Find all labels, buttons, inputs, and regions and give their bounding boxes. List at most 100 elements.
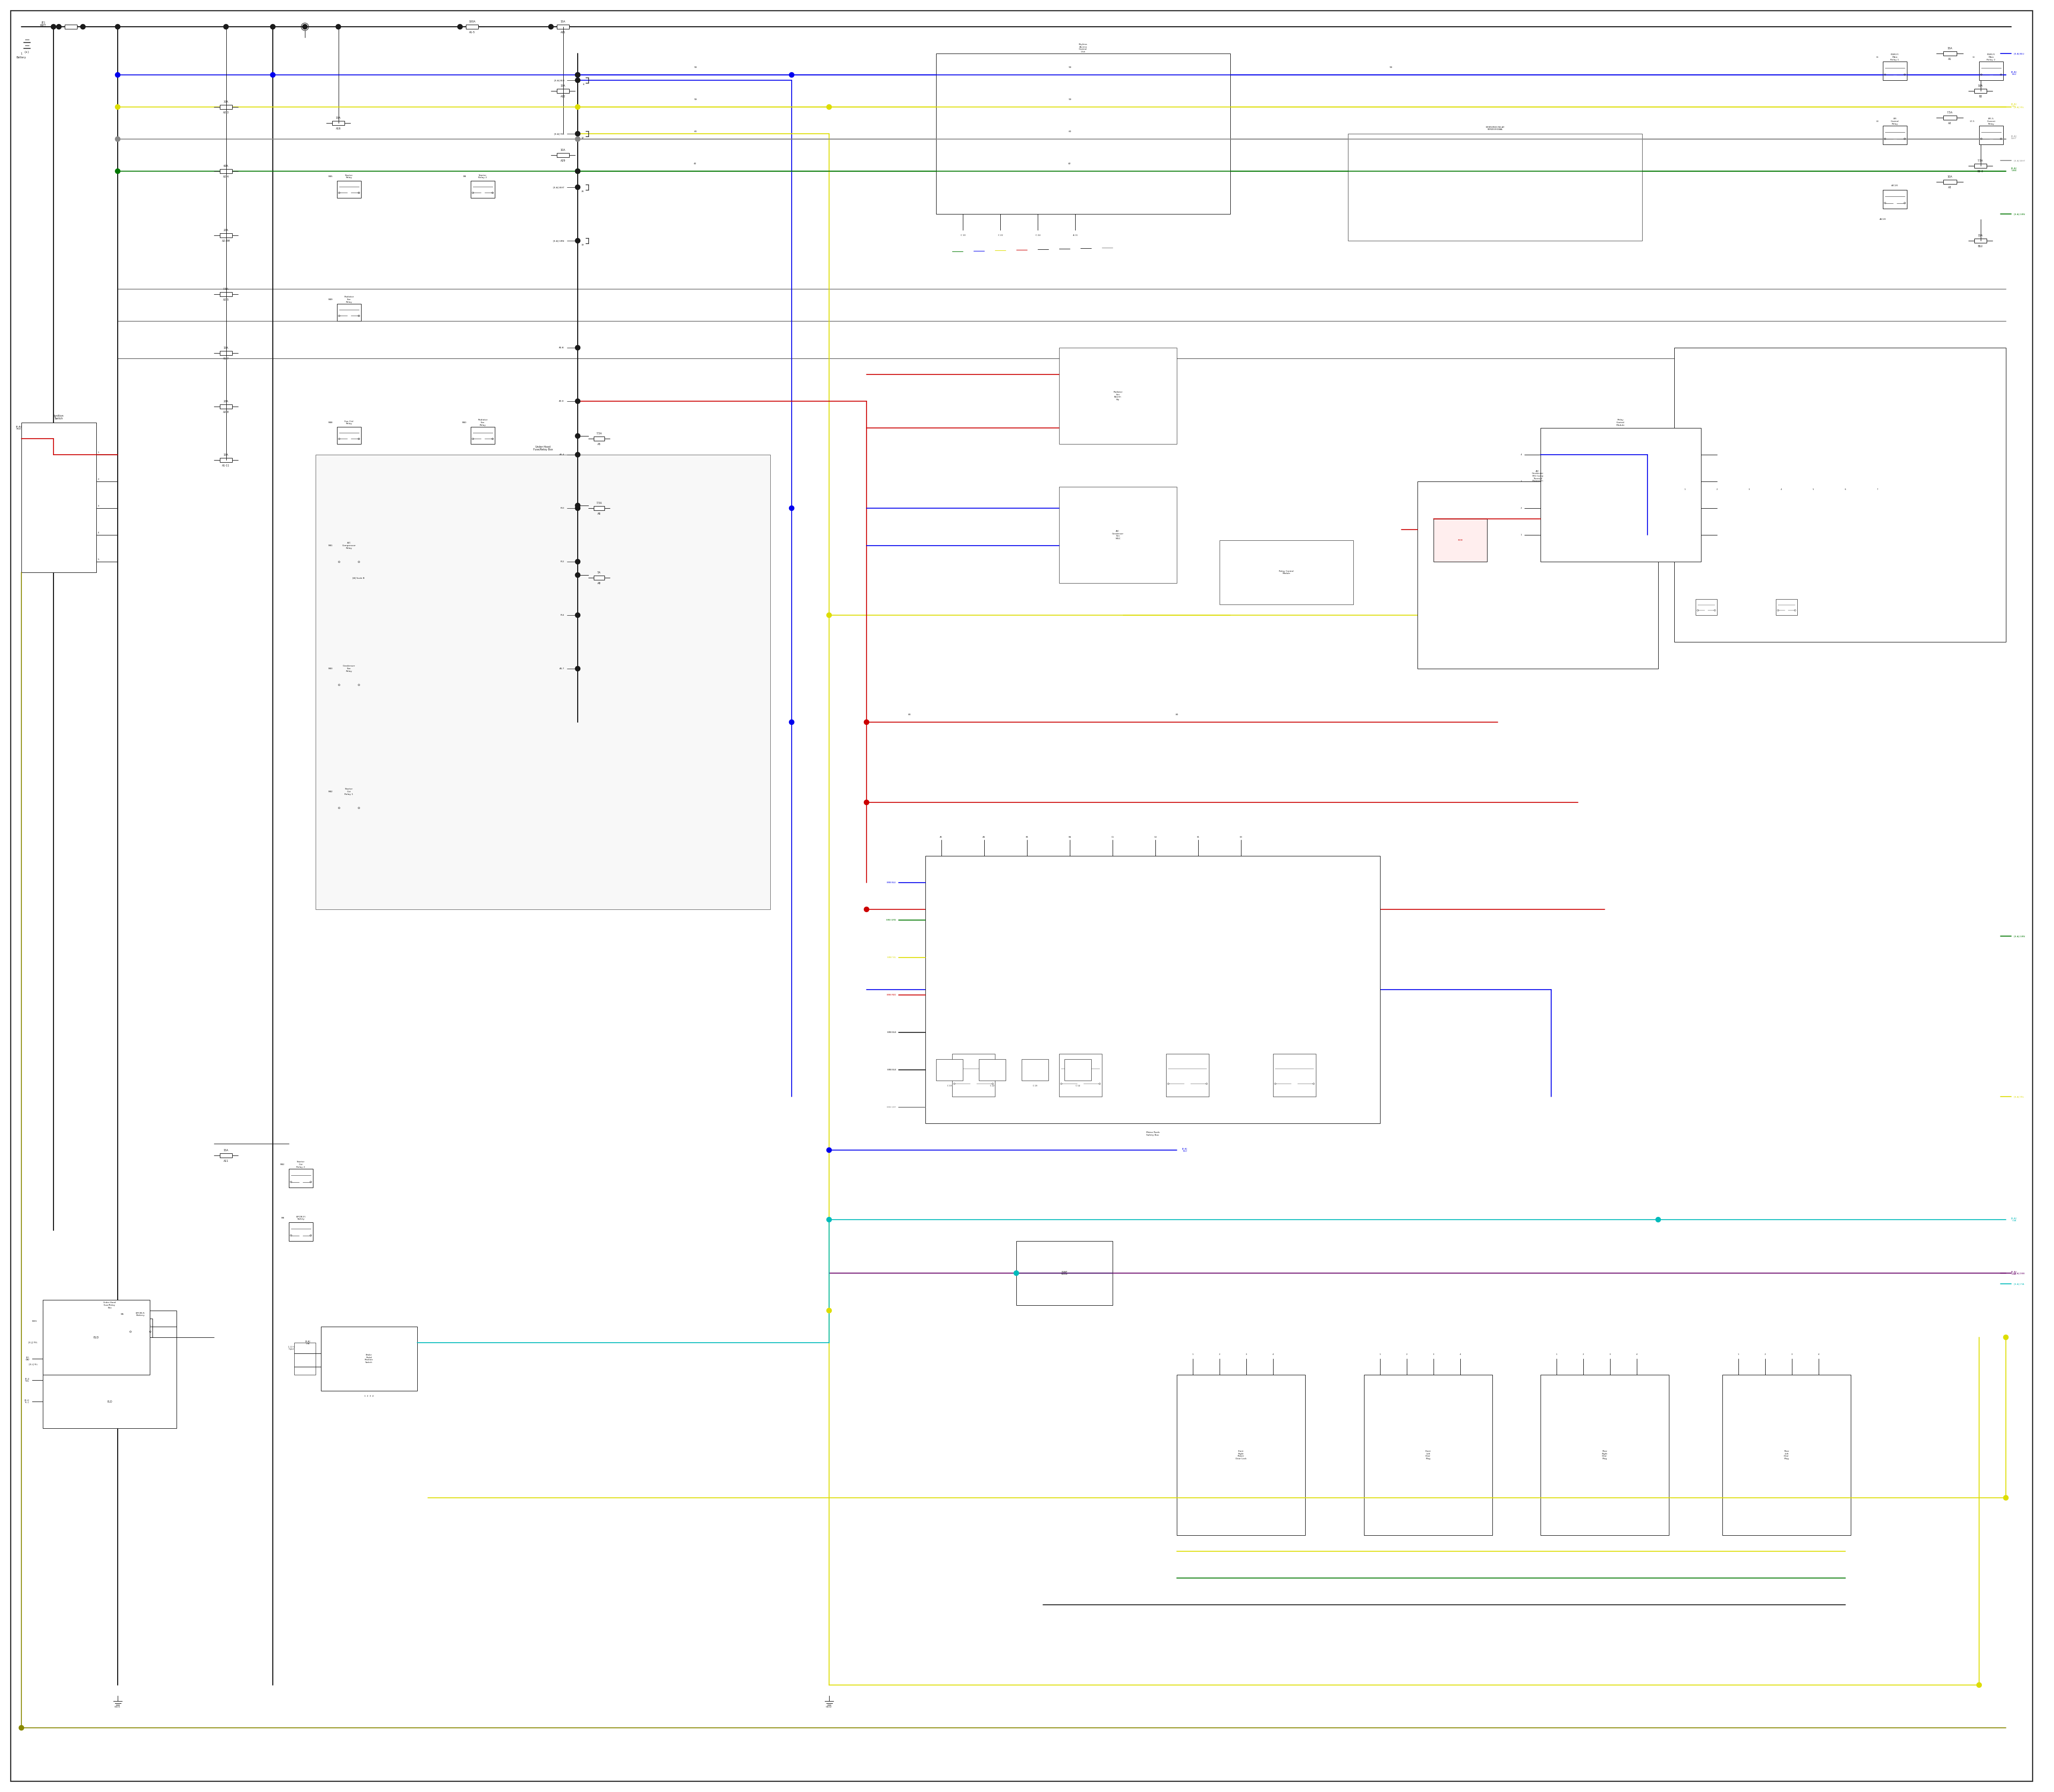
Bar [220,168,232,174]
Bar [1980,125,2003,145]
Text: PGM-FI
Main
Relay 2: PGM-FI Main Relay 2 [1986,54,1996,61]
Circle shape [115,168,119,174]
Text: EVAP
Solnd: EVAP Solnd [1062,1271,1068,1276]
Bar [220,233,232,238]
Bar [953,1054,994,1097]
Bar [337,796,362,814]
Bar [1347,134,1641,240]
Bar [557,25,569,29]
Bar [1884,125,1906,145]
Text: A1: A1 [1947,57,1951,61]
Circle shape [458,25,462,29]
Text: M40: M40 [462,421,466,423]
Circle shape [2003,1495,2009,1500]
Text: 59: 59 [1068,99,1072,100]
Bar [1021,1059,1048,1081]
Circle shape [575,185,579,190]
Text: A29: A29 [561,159,565,161]
Circle shape [115,136,119,142]
Circle shape [575,104,579,109]
Text: F10: F10 [561,507,565,509]
Text: [E-A]
YEL: [E-A] YEL [2011,104,2017,108]
Text: 80: 80 [908,713,910,715]
Text: Brake
Pedal
Position
Switch: Brake Pedal Position Switch [366,1355,374,1364]
Bar [220,351,232,355]
Text: [E-A]
CYA: [E-A] CYA [304,1340,310,1346]
Text: A/C20: A/C20 [1879,219,1886,220]
Circle shape [575,559,579,564]
Text: A1-7: A1-7 [559,668,565,670]
Text: [E-A] YEL: [E-A] YEL [2013,1095,2023,1098]
Text: A1-5: A1-5 [468,30,474,34]
Bar [220,106,232,109]
Text: A/C
Condenser
MG Comp
Thermal
Protection: A/C Condenser MG Comp Thermal Protection [1532,470,1545,482]
Text: 7.5A: 7.5A [224,289,228,290]
Circle shape [575,168,579,174]
Text: F14: F14 [561,615,565,616]
Text: 12: 12 [581,136,583,140]
Text: A2-3: A2-3 [224,111,230,113]
Circle shape [575,434,579,439]
Text: A22: A22 [561,95,565,97]
Text: A2: A2 [1947,122,1951,124]
Text: [E-J]
YEL: [E-J] YEL [25,1378,29,1382]
Circle shape [271,25,275,29]
Text: 42: 42 [694,163,696,165]
Text: BRB BLU: BRB BLU [887,882,896,883]
Bar [470,181,495,197]
Text: M8: M8 [462,176,466,177]
Bar [594,505,604,511]
Bar [926,857,1380,1124]
Text: 7.5A: 7.5A [1947,111,1953,115]
Text: 80: 80 [1175,713,1179,715]
Text: E1: E1 [1197,837,1200,839]
Bar [316,455,770,909]
Text: Under-Hood
Fuse/Relay Box: Under-Hood Fuse/Relay Box [534,446,553,452]
Circle shape [55,25,62,29]
Text: M45: M45 [329,176,333,177]
Text: M43: M43 [329,668,333,670]
Circle shape [575,504,579,507]
Circle shape [337,25,341,29]
Text: A/C20: A/C20 [1892,185,1898,186]
Bar [1884,190,1906,208]
Bar [337,181,362,197]
Text: 60: 60 [694,131,696,133]
Text: F12: F12 [561,561,565,563]
Text: [E-L]
R, L: [E-L] R, L [25,1400,29,1403]
Text: A4: A4 [982,837,986,839]
Text: [E-A]
CYA: [E-A] CYA [2011,1217,2017,1222]
Text: A/C
Compressor
Relay: A/C Compressor Relay [343,543,355,548]
Text: Rear
Left
Door
Plug: Rear Left Door Plug [1785,1450,1789,1460]
Circle shape [865,799,869,805]
Text: Starter
Cut
Relay 1: Starter Cut Relay 1 [345,788,353,796]
Text: Condenser
Fan
Relay: Condenser Fan Relay [343,665,355,672]
Circle shape [1976,1683,1982,1688]
Bar [220,1154,232,1158]
Circle shape [575,72,579,77]
Bar [220,459,232,462]
Text: 1  2  3  4: 1 2 3 4 [364,1396,374,1398]
Text: 7.5A: 7.5A [596,502,602,505]
Bar [1777,599,1797,615]
Text: 59: 59 [694,66,696,68]
Text: C 22: C 22 [998,235,1002,237]
Text: Relay
Control
Module: Relay Control Module [1616,419,1625,426]
Text: [E-A] GRN: [E-A] GRN [553,240,565,242]
Text: RCM: RCM [1458,539,1462,541]
Bar [66,25,76,29]
Text: Battery: Battery [16,56,27,59]
Text: [E]
CAV: [E] CAV [25,1357,29,1360]
Text: Starter
Cut
Relay 2: Starter Cut Relay 2 [296,1161,306,1168]
Circle shape [115,104,119,109]
Text: 5A: 5A [598,572,602,573]
Text: 20A: 20A [224,229,228,231]
Text: [-] [+]
Input: [-] [+] Input [288,1346,296,1351]
Bar [1697,599,1717,615]
Text: A2-8: A2-8 [559,400,565,401]
Bar [1177,1374,1304,1536]
Circle shape [575,573,579,577]
Circle shape [302,25,308,29]
Bar [43,1310,177,1428]
Text: ELD: ELD [107,1400,113,1403]
